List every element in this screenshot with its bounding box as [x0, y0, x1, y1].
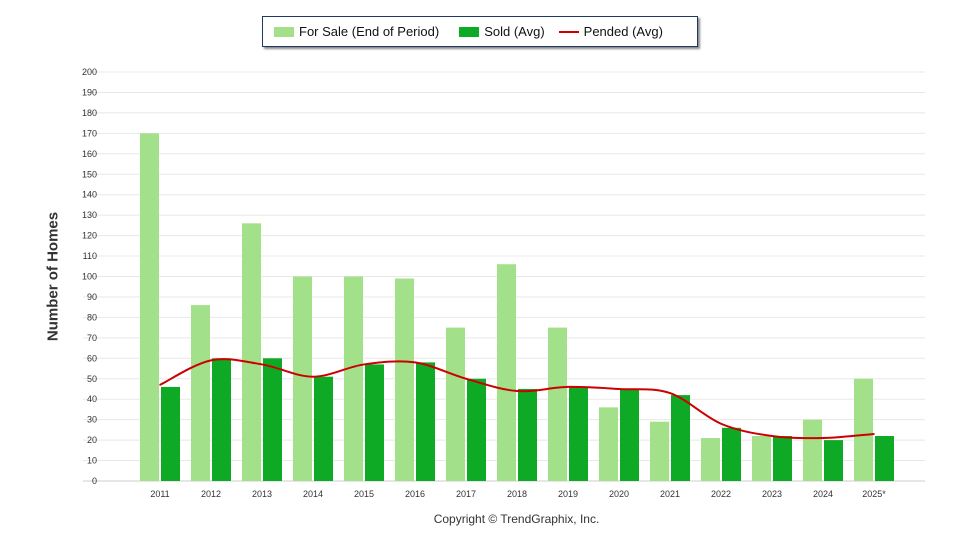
bar-for-sale — [446, 327, 465, 481]
bar-for-sale — [242, 223, 261, 481]
for-sale-swatch — [274, 26, 294, 37]
bar-for-sale — [395, 278, 414, 481]
y-tick-label: 200 — [82, 67, 97, 77]
bar-sold — [875, 436, 894, 481]
point-pended — [516, 390, 518, 392]
x-tick-label: 2014 — [303, 489, 323, 499]
pended-swatch — [558, 30, 579, 33]
legend: For Sale (End of Period) Sold (Avg) Pend… — [262, 16, 698, 47]
y-tick-label: 60 — [87, 353, 97, 363]
x-tick-label: 2011 — [150, 489, 169, 499]
bar-sold — [569, 386, 588, 481]
y-tick-label: 170 — [82, 128, 97, 138]
bar-sold — [365, 364, 384, 481]
bar-for-sale — [548, 327, 567, 481]
bar-for-sale — [497, 264, 516, 481]
y-tick-label: 50 — [87, 374, 97, 384]
point-pended — [618, 388, 620, 390]
bar-sold — [620, 388, 639, 481]
bar-sold — [161, 386, 180, 481]
bar-sold — [518, 388, 537, 481]
bar-for-sale — [293, 276, 312, 481]
point-pended — [159, 384, 161, 386]
bar-for-sale — [191, 305, 210, 481]
point-pended — [873, 433, 875, 435]
y-tick-label: 30 — [87, 415, 97, 425]
point-pended — [669, 392, 671, 394]
legend-label: Pended (Avg) — [583, 24, 663, 39]
x-tick-label: 2023 — [762, 489, 782, 499]
x-tick-label: 2015 — [354, 489, 374, 499]
legend-item-for-sale[interactable]: For Sale (End of Period) — [274, 24, 439, 39]
point-pended — [210, 359, 212, 362]
bar-for-sale — [854, 378, 873, 481]
x-tick-label: 2018 — [507, 489, 527, 499]
bar-sold — [314, 376, 333, 481]
legend-label: Sold (Avg) — [484, 24, 545, 39]
bar-for-sale — [701, 438, 720, 481]
x-tick-label: 2022 — [711, 489, 731, 499]
bar-sold — [212, 358, 231, 481]
y-tick-label: 90 — [87, 292, 97, 302]
bar-for-sale — [650, 421, 669, 481]
x-tick-label: 2017 — [456, 489, 476, 499]
sold-swatch — [459, 26, 480, 37]
y-tick-label: 20 — [87, 435, 97, 445]
bar-sold — [773, 436, 792, 481]
point-pended — [414, 361, 416, 364]
y-tick-label: 160 — [82, 149, 97, 159]
x-tick-label: 2016 — [405, 489, 425, 499]
bar-for-sale — [344, 276, 363, 481]
y-tick-label: 100 — [82, 272, 97, 282]
y-tick-label: 180 — [82, 108, 97, 118]
legend-item-sold[interactable]: Sold (Avg) — [459, 24, 545, 39]
legend-item-pended[interactable]: Pended (Avg) — [558, 24, 663, 39]
y-tick-label: 130 — [82, 210, 97, 220]
bar-sold — [416, 362, 435, 481]
y-tick-label: 140 — [82, 190, 97, 200]
x-tick-label: 2024 — [813, 489, 833, 499]
y-tick-label: 80 — [87, 312, 97, 322]
y-tick-label: 150 — [82, 169, 97, 179]
x-tick-label: 2025* — [862, 489, 886, 499]
bar-sold — [467, 378, 486, 481]
y-tick-label: 190 — [82, 87, 97, 97]
y-tick-label: 120 — [82, 231, 97, 241]
copyright: Copyright © TrendGraphix, Inc. — [433, 512, 600, 526]
x-tick-label: 2013 — [252, 489, 272, 499]
x-tick-label: 2020 — [609, 489, 629, 499]
x-tick-label: 2021 — [660, 489, 680, 499]
point-pended — [771, 435, 773, 437]
point-pended — [822, 437, 824, 439]
point-pended — [567, 386, 569, 388]
x-tick-label: 2012 — [201, 489, 221, 499]
bar-for-sale — [599, 407, 618, 481]
y-tick-label: 0 — [92, 476, 97, 486]
bar-for-sale — [803, 419, 822, 481]
bar-sold — [671, 395, 690, 481]
point-pended — [465, 377, 467, 380]
y-tick-label: 10 — [87, 456, 97, 466]
bar-sold — [824, 440, 843, 481]
bar-sold — [263, 358, 282, 481]
y-tick-label: 40 — [87, 394, 97, 404]
bar-for-sale — [752, 436, 771, 481]
point-pended — [261, 363, 263, 366]
bar-for-sale — [140, 133, 159, 481]
point-pended — [720, 422, 722, 425]
point-pended — [312, 375, 314, 378]
point-pended — [363, 363, 365, 366]
y-tick-label: 70 — [87, 333, 97, 343]
bar-sold — [722, 427, 741, 481]
legend-label: For Sale (End of Period) — [299, 24, 440, 39]
x-tick-label: 2019 — [558, 489, 578, 499]
y-tick-label: 110 — [83, 251, 97, 261]
